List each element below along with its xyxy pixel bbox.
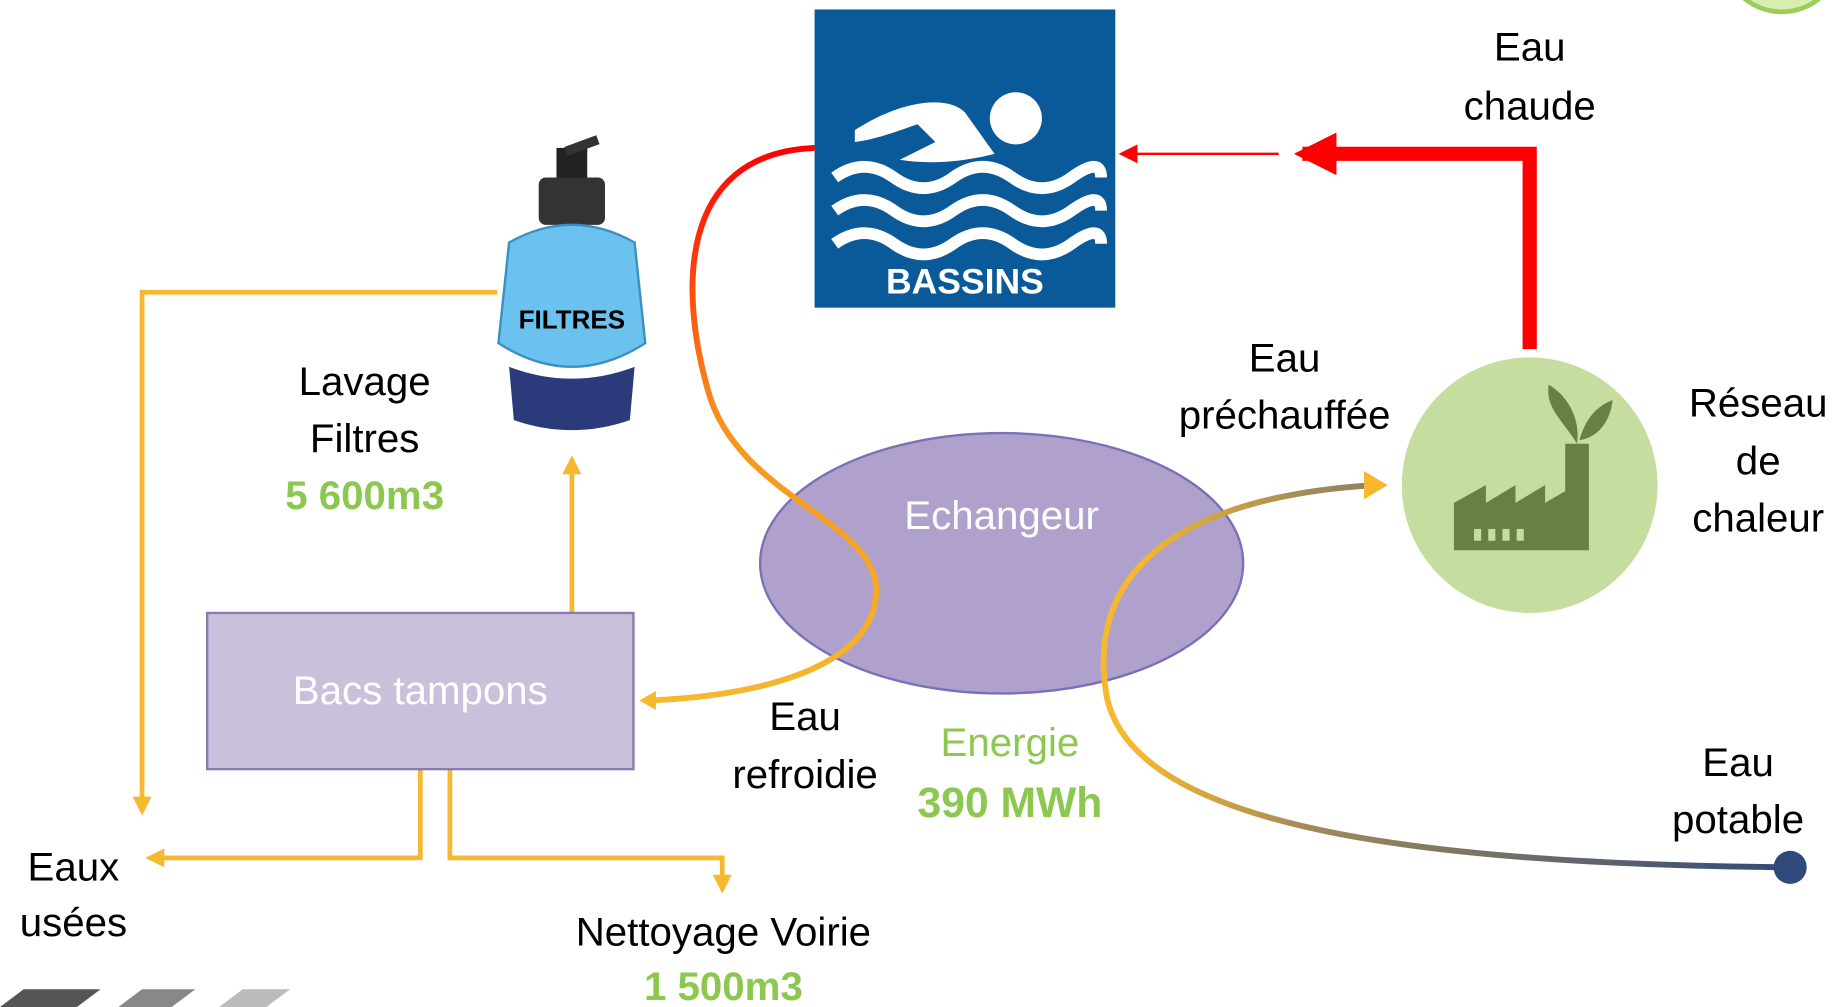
node-label: chaleur <box>1692 495 1824 540</box>
flow-label: refroidie <box>732 752 877 797</box>
decoration <box>1723 0 1841 12</box>
node-label: de <box>1736 438 1781 483</box>
flow-arrow <box>450 769 722 890</box>
flow-label: Eau <box>1249 336 1321 381</box>
flow-arrow <box>149 769 420 858</box>
node-label: Réseau <box>1689 381 1828 426</box>
decoration <box>0 989 290 1007</box>
flow-label: Nettoyage Voirie <box>576 909 871 954</box>
energy-amount: 390 MWh <box>918 779 1103 827</box>
flow-label: Eaux <box>28 844 120 889</box>
diagram: Echangeur BASSINS FILTRES Bacs tampons E… <box>0 0 1847 1007</box>
flow-amount: 1 500m3 <box>644 964 803 1007</box>
filter-label: FILTRES <box>519 305 626 335</box>
pool-label: BASSINS <box>886 261 1044 301</box>
exchanger-label: Echangeur <box>904 493 1099 538</box>
flow-label: Lavage <box>299 359 431 404</box>
flow-label: Eau <box>1494 24 1566 69</box>
filter-icon <box>498 140 645 431</box>
flow-label: potable <box>1672 797 1804 842</box>
source-dot <box>1774 851 1807 884</box>
heat-network-icon <box>1402 357 1658 613</box>
flow-label: chaude <box>1464 83 1596 128</box>
energy-label: Energie <box>941 720 1080 765</box>
flow-label: préchauffée <box>1179 392 1391 437</box>
flow-label: usées <box>20 900 127 945</box>
hot-water-arrow <box>1302 154 1529 349</box>
arrow-head <box>1364 471 1388 499</box>
exchanger <box>760 433 1243 693</box>
flow-label: Filtres <box>310 416 420 461</box>
flow-amount: 5 600m3 <box>285 473 444 518</box>
flow-label: Eau <box>1702 740 1774 785</box>
arrow-head <box>639 691 656 710</box>
flow-label: Eau <box>769 694 841 739</box>
buffer-tank-label: Bacs tampons <box>293 668 548 713</box>
page: Echangeur BASSINS FILTRES Bacs tampons E… <box>0 0 1847 1007</box>
